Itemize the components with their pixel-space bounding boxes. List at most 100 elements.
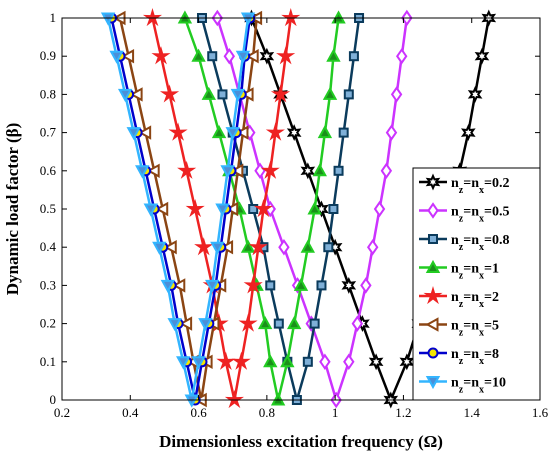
legend-marker bbox=[427, 202, 439, 219]
data-point bbox=[126, 127, 141, 141]
data-point bbox=[265, 280, 276, 291]
legend-label: nz=nx=5 bbox=[451, 319, 499, 339]
data-point bbox=[159, 84, 180, 103]
data-point bbox=[230, 88, 246, 102]
data-point bbox=[198, 318, 213, 332]
data-point bbox=[205, 279, 220, 293]
legend-marker bbox=[427, 347, 439, 359]
data-point bbox=[245, 49, 259, 64]
data-point bbox=[326, 48, 341, 62]
legend-item: nz=nx=2 bbox=[419, 285, 499, 310]
legend-label: nz=nx=10 bbox=[451, 376, 506, 396]
data-point bbox=[172, 278, 186, 293]
x-tick-label: 1.6 bbox=[532, 405, 549, 420]
data-point bbox=[225, 127, 240, 141]
y-tick-label: 0.3 bbox=[40, 277, 56, 292]
data-point bbox=[467, 85, 483, 103]
data-point bbox=[185, 198, 205, 218]
y-tick-label: 1 bbox=[50, 10, 57, 25]
data-point bbox=[460, 124, 476, 142]
data-point bbox=[191, 48, 206, 62]
data-point bbox=[316, 280, 327, 291]
data-point bbox=[259, 47, 275, 65]
data-point bbox=[121, 49, 135, 64]
data-point bbox=[273, 318, 284, 329]
data-point bbox=[396, 47, 408, 65]
data-point bbox=[368, 353, 384, 371]
data-point bbox=[385, 124, 398, 141]
data-point bbox=[151, 46, 171, 65]
data-point bbox=[474, 47, 490, 65]
y-axis-label: Dynamic load factor (β) bbox=[3, 123, 22, 295]
data-point bbox=[235, 50, 251, 64]
data-point bbox=[263, 354, 278, 368]
data-point bbox=[240, 87, 254, 102]
data-point bbox=[338, 127, 349, 138]
x-tick-label: 0.4 bbox=[122, 405, 139, 420]
x-tick-label: 0.2 bbox=[54, 405, 70, 420]
data-point bbox=[215, 203, 230, 217]
legend-marker bbox=[428, 234, 438, 244]
data-point bbox=[351, 315, 364, 332]
data-point bbox=[163, 240, 177, 255]
legend-item: nz=nx=5 bbox=[419, 317, 499, 339]
data-point bbox=[167, 318, 182, 332]
data-point bbox=[280, 354, 295, 368]
data-point bbox=[235, 125, 249, 140]
data-point bbox=[278, 238, 290, 256]
data-point bbox=[399, 353, 415, 371]
data-point bbox=[210, 241, 225, 255]
data-point bbox=[300, 162, 316, 180]
y-tick-label: 0.1 bbox=[40, 354, 56, 369]
y-tick-label: 0.2 bbox=[40, 316, 56, 331]
data-point bbox=[129, 87, 143, 102]
data-point bbox=[217, 89, 228, 100]
data-point bbox=[146, 163, 160, 178]
data-point bbox=[191, 356, 206, 370]
data-point bbox=[207, 51, 218, 62]
data-point bbox=[135, 165, 150, 179]
data-point bbox=[216, 351, 236, 370]
legend-marker bbox=[425, 376, 441, 390]
data-point bbox=[220, 240, 234, 255]
data-point bbox=[253, 198, 273, 218]
data-point bbox=[293, 277, 309, 291]
legend-label: nz=nx=0.5 bbox=[451, 205, 510, 225]
data-point bbox=[201, 86, 217, 100]
data-point bbox=[138, 125, 152, 140]
data-point bbox=[360, 277, 372, 294]
data-point bbox=[177, 160, 197, 179]
data-point bbox=[257, 316, 273, 330]
legend-item: nz=nx=0.2 bbox=[419, 173, 510, 196]
legend-item: nz=nx=0.8 bbox=[419, 233, 510, 253]
data-point bbox=[155, 201, 169, 217]
y-tick-label: 0.9 bbox=[40, 48, 56, 63]
data-point bbox=[300, 239, 316, 253]
y-tick-label: 0.6 bbox=[40, 163, 57, 178]
x-axis-label: Dimensionless excitation frequency (Ω) bbox=[159, 432, 443, 451]
data-point bbox=[117, 88, 133, 102]
data-point bbox=[160, 279, 176, 293]
data-point bbox=[286, 316, 302, 330]
data-point bbox=[211, 125, 227, 139]
data-point bbox=[348, 51, 359, 62]
data-point bbox=[224, 389, 244, 409]
series-2 bbox=[142, 7, 301, 409]
x-tick-label: 1 bbox=[332, 405, 339, 420]
legend-label: nz=nx=0.2 bbox=[451, 176, 510, 196]
y-tick-label: 0.8 bbox=[40, 86, 56, 101]
data-point bbox=[265, 122, 285, 141]
data-point bbox=[142, 7, 163, 27]
data-point bbox=[309, 318, 320, 329]
x-tick-label: 1.4 bbox=[464, 405, 481, 420]
data-point bbox=[319, 353, 331, 371]
data-point bbox=[220, 165, 235, 179]
y-tick-label: 0 bbox=[50, 392, 57, 407]
data-point bbox=[223, 47, 236, 65]
data-point bbox=[333, 165, 344, 176]
data-point bbox=[302, 356, 313, 367]
legend-marker bbox=[425, 173, 441, 191]
legend-label: nz=nx=0.8 bbox=[451, 233, 510, 253]
data-point bbox=[240, 239, 256, 253]
